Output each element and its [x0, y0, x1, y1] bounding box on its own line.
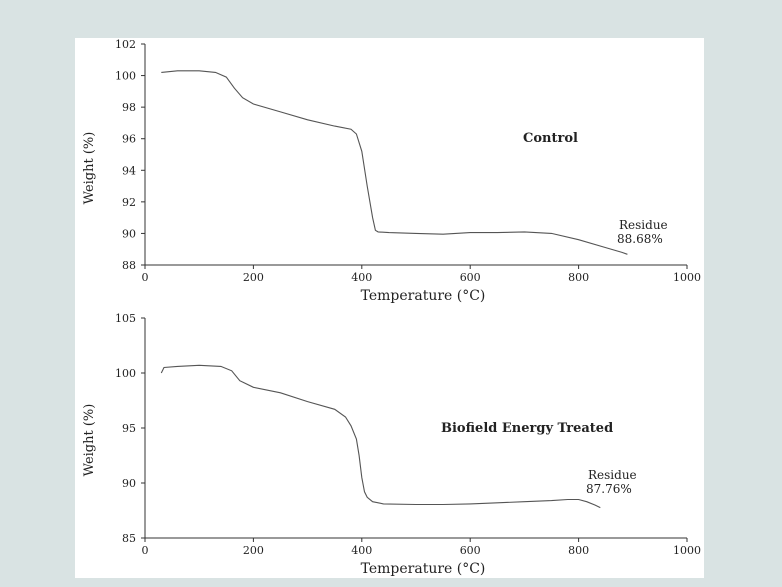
annotation-residue-control: Residue: [619, 218, 668, 232]
y-axis-title-treated: Weight (%): [82, 404, 97, 477]
y-tick-label: 96: [122, 133, 136, 146]
annotation-residue-treated: Residue: [588, 468, 637, 482]
y-tick-label: 105: [115, 312, 136, 325]
y-tick-label: 90: [122, 477, 136, 490]
annotation-value-treated: 87.76%: [586, 482, 632, 496]
figure-panel: Control Residue 88.68% Temperature (°C) …: [75, 38, 704, 578]
x-tick-label: 600: [460, 271, 481, 284]
y-tick-label: 92: [122, 196, 136, 209]
x-tick-label: 200: [243, 544, 264, 557]
y-tick-label: 85: [122, 532, 136, 545]
annotation-value-control: 88.68%: [617, 232, 663, 246]
y-axis-title-control: Weight (%): [82, 132, 97, 205]
x-tick-label: 0: [142, 271, 149, 284]
weight-curve-control: [161, 70, 628, 255]
x-tick-label: 400: [351, 544, 372, 557]
x-tick-label: 1000: [673, 544, 701, 557]
y-tick-label: 95: [122, 422, 136, 435]
chart-control: Control Residue 88.68% Temperature (°C) …: [82, 38, 701, 304]
y-tick-label: 90: [122, 227, 136, 240]
y-tick-label: 98: [122, 101, 136, 114]
y-tick-label: 100: [115, 70, 136, 83]
x-tick-label: 800: [568, 271, 589, 284]
x-tick-label: 0: [142, 544, 149, 557]
x-tick-label: 200: [243, 271, 264, 284]
chart-title-control: Control: [523, 131, 578, 146]
x-tick-label: 1000: [673, 271, 701, 284]
chart-title-treated: Biofield Energy Treated: [441, 421, 613, 436]
x-axis-title-treated: Temperature (°C): [361, 561, 486, 577]
x-axis-title-control: Temperature (°C): [361, 288, 486, 304]
chart-treated: Biofield Energy Treated Residue 87.76% T…: [82, 312, 701, 577]
x-tick-label: 400: [351, 271, 372, 284]
weight-curve-treated: [160, 364, 601, 509]
x-tick-label: 800: [568, 544, 589, 557]
y-tick-label: 88: [122, 259, 136, 272]
y-tick-label: 102: [115, 38, 136, 51]
y-tick-label: 94: [122, 164, 136, 177]
x-tick-label: 600: [460, 544, 481, 557]
y-tick-label: 100: [115, 367, 136, 380]
tga-chart-figure: Control Residue 88.68% Temperature (°C) …: [82, 38, 701, 577]
